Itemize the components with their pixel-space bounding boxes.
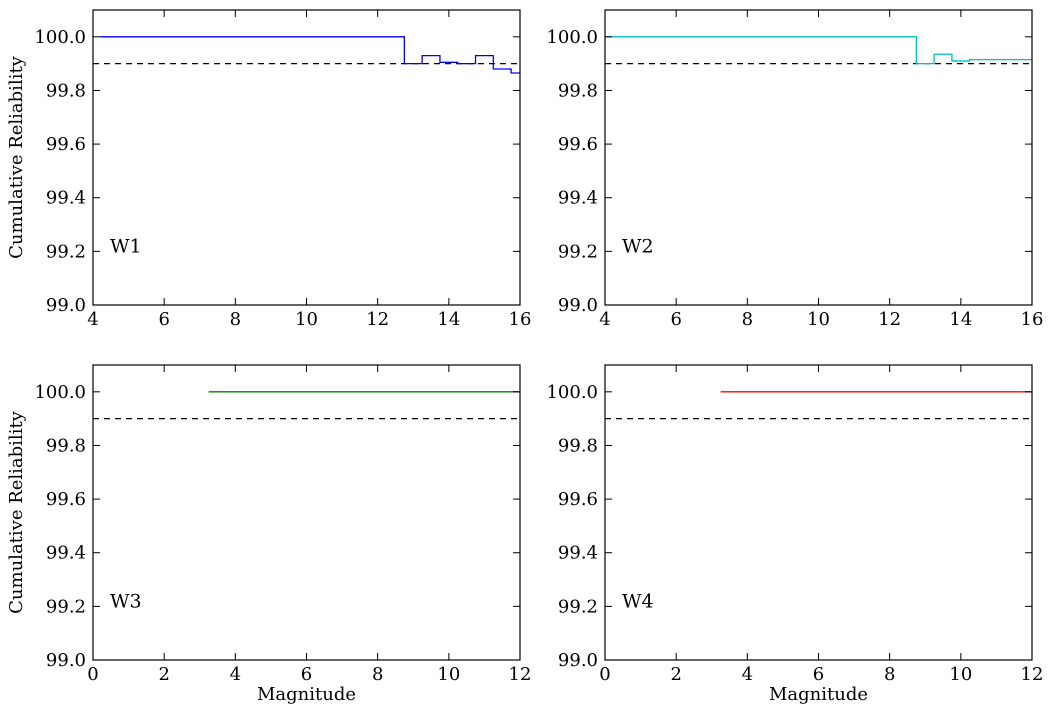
x-tick-label: 10 (295, 309, 318, 330)
panel-w1: 4 6 8 10 12 14 16 99.0 99.2 99.4 99.6 99.8 100.0 W1 Cu… (6, 9, 532, 330)
y-tick-label: 99.4 (558, 543, 598, 564)
plot-frame (92, 364, 521, 661)
x-tick-label: 4 (599, 309, 610, 330)
panel-label: W3 (110, 590, 142, 612)
y-tick-label: 99.4 (46, 188, 86, 209)
y-tick-label: 99.4 (46, 543, 86, 564)
panel-w2: 4 6 8 10 12 14 16 99.0 99.2 99.4 99.6 99.8 100.0 W2 (546, 9, 1044, 330)
y-tick-label: 99.0 (46, 295, 86, 316)
y-tick-label: 99.8 (46, 435, 86, 456)
x-tick-label: 4 (742, 664, 753, 685)
x-tick-label: 16 (509, 309, 532, 330)
y-tick-label: 99.0 (558, 295, 598, 316)
y-tick-label: 99.2 (46, 596, 86, 617)
x-tick-label: 12 (509, 664, 532, 685)
y-tick-label: 99.2 (558, 596, 598, 617)
x-tick-label: 6 (813, 664, 824, 685)
panel-label: W1 (110, 235, 142, 257)
y-tick-label: 99.4 (558, 188, 598, 209)
y-tick-label: 99.2 (46, 241, 86, 262)
panel-label: W2 (622, 235, 654, 257)
y-axis-label: Cumulative Reliability (6, 410, 27, 614)
y-tick-label: 100.0 (34, 27, 86, 48)
x-tick-label: 12 (878, 309, 901, 330)
y-tick-label: 99.8 (46, 80, 86, 101)
y-tick-label: 99.0 (558, 650, 598, 671)
x-tick-label: 8 (372, 664, 383, 685)
y-tick-label: 99.2 (558, 241, 598, 262)
y-tick-label: 99.6 (558, 489, 598, 510)
x-tick-label: 10 (949, 664, 972, 685)
x-tick-label: 14 (437, 309, 460, 330)
y-tick-label: 100.0 (546, 27, 598, 48)
y-tick-label: 99.6 (558, 134, 598, 155)
x-axis-label: Magnitude (769, 684, 868, 705)
x-tick-label: 6 (670, 309, 681, 330)
panel-w4: 0 2 4 6 8 10 12 99.0 99.2 99.4 99.6 99.8 100.0 W4 Magn… (546, 364, 1044, 705)
x-tick-label: 2 (158, 664, 169, 685)
x-tick-label: 8 (742, 309, 753, 330)
x-tick-label: 2 (670, 664, 681, 685)
y-tick-label: 99.8 (558, 80, 598, 101)
x-tick-label: 16 (1021, 309, 1044, 330)
x-tick-label: 0 (87, 664, 98, 685)
y-tick-label: 99.0 (46, 650, 86, 671)
y-tick-label: 99.8 (558, 435, 598, 456)
x-tick-label: 14 (949, 309, 972, 330)
plot-frame (604, 364, 1033, 661)
x-tick-label: 6 (158, 309, 169, 330)
y-axis-label: Cumulative Reliability (6, 55, 27, 259)
y-tick-label: 99.6 (46, 134, 86, 155)
plot-frame (604, 9, 1033, 306)
x-tick-label: 8 (230, 309, 241, 330)
x-tick-label: 6 (301, 664, 312, 685)
x-tick-label: 12 (366, 309, 389, 330)
x-tick-label: 4 (230, 664, 241, 685)
x-tick-label: 0 (599, 664, 610, 685)
y-tick-label: 100.0 (546, 382, 598, 403)
x-tick-label: 12 (1021, 664, 1044, 685)
panel-label: W4 (622, 590, 654, 612)
x-axis-label: Magnitude (257, 684, 356, 705)
y-tick-label: 100.0 (34, 382, 86, 403)
plot-frame (92, 9, 521, 306)
x-tick-label: 8 (884, 664, 895, 685)
series-line (605, 36, 1032, 65)
x-tick-label: 10 (437, 664, 460, 685)
x-tick-label: 10 (807, 309, 830, 330)
x-tick-label: 4 (87, 309, 98, 330)
y-tick-label: 99.6 (46, 489, 86, 510)
series-line (100, 36, 520, 74)
panel-w3: 0 2 4 6 8 10 12 99.0 99.2 99.4 99.6 99.8 100.0 W3 Cumu… (6, 364, 532, 705)
